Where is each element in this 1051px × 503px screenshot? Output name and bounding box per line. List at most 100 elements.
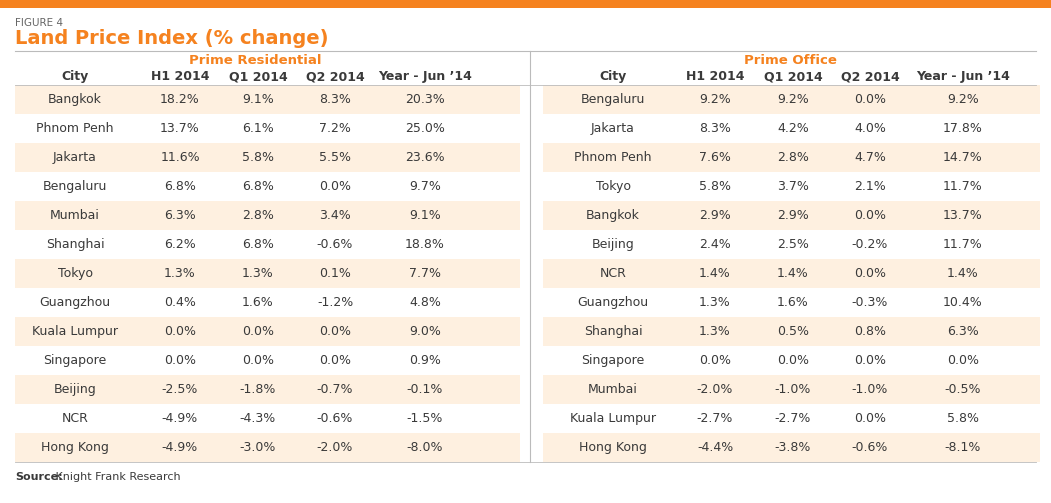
Text: 1.3%: 1.3% (699, 296, 730, 309)
Bar (543, 433, 1040, 462)
Text: 13.7%: 13.7% (160, 122, 200, 135)
Bar (543, 143, 1040, 172)
Text: 9.7%: 9.7% (409, 180, 441, 193)
Text: 0.0%: 0.0% (242, 354, 274, 367)
Bar (15, 433, 520, 462)
Text: 9.2%: 9.2% (699, 93, 730, 106)
Text: 3.4%: 3.4% (320, 209, 351, 222)
Bar (15, 172, 520, 201)
Text: Jakarta: Jakarta (53, 151, 97, 164)
Text: 0.0%: 0.0% (947, 354, 978, 367)
Text: 6.2%: 6.2% (164, 238, 195, 251)
Text: Mumbai: Mumbai (589, 383, 638, 396)
Text: Q2 2014: Q2 2014 (841, 70, 900, 83)
Text: Guangzhou: Guangzhou (40, 296, 110, 309)
Text: 2.4%: 2.4% (699, 238, 730, 251)
Text: -0.5%: -0.5% (945, 383, 982, 396)
Text: -8.1%: -8.1% (945, 441, 982, 454)
Text: 0.0%: 0.0% (854, 267, 886, 280)
Text: -0.7%: -0.7% (316, 383, 353, 396)
Text: Hong Kong: Hong Kong (41, 441, 109, 454)
Text: H1 2014: H1 2014 (685, 70, 744, 83)
Text: 5.8%: 5.8% (699, 180, 731, 193)
Text: 8.3%: 8.3% (320, 93, 351, 106)
Text: 9.2%: 9.2% (777, 93, 809, 106)
Bar (15, 375, 520, 404)
Text: 6.8%: 6.8% (242, 180, 274, 193)
Text: Beijing: Beijing (592, 238, 635, 251)
Text: 7.7%: 7.7% (409, 267, 441, 280)
Bar (543, 85, 1040, 114)
Text: Q1 2014: Q1 2014 (764, 70, 822, 83)
Text: -0.2%: -0.2% (851, 238, 888, 251)
Bar (15, 404, 520, 433)
Text: -4.3%: -4.3% (240, 412, 276, 425)
Text: -0.1%: -0.1% (407, 383, 444, 396)
Text: 8.3%: 8.3% (699, 122, 730, 135)
Text: 7.2%: 7.2% (320, 122, 351, 135)
Text: -2.7%: -2.7% (775, 412, 811, 425)
Text: -1.2%: -1.2% (316, 296, 353, 309)
Bar (543, 346, 1040, 375)
Text: -8.0%: -8.0% (407, 441, 444, 454)
Text: 5.5%: 5.5% (320, 151, 351, 164)
Text: 2.5%: 2.5% (777, 238, 809, 251)
Bar (0, 0, 1051, 8)
Text: Phnom Penh: Phnom Penh (36, 122, 114, 135)
Bar (543, 114, 1040, 143)
Bar (15, 259, 520, 288)
Bar (543, 317, 1040, 346)
Text: 5.8%: 5.8% (947, 412, 978, 425)
Text: -4.9%: -4.9% (162, 412, 199, 425)
Bar (15, 317, 520, 346)
Bar (543, 375, 1040, 404)
Text: -1.5%: -1.5% (407, 412, 444, 425)
Text: 4.8%: 4.8% (409, 296, 441, 309)
Text: 1.4%: 1.4% (777, 267, 809, 280)
Text: Source:: Source: (15, 472, 63, 482)
Text: 18.8%: 18.8% (405, 238, 445, 251)
Text: NCR: NCR (599, 267, 626, 280)
Text: Bangkok: Bangkok (586, 209, 640, 222)
Text: 0.5%: 0.5% (777, 325, 809, 338)
Text: -3.0%: -3.0% (240, 441, 276, 454)
Text: Singapore: Singapore (43, 354, 106, 367)
Text: 0.8%: 0.8% (854, 325, 886, 338)
Text: 0.0%: 0.0% (242, 325, 274, 338)
Text: Phnom Penh: Phnom Penh (574, 151, 652, 164)
Text: 0.4%: 0.4% (164, 296, 195, 309)
Bar (543, 172, 1040, 201)
Text: 0.0%: 0.0% (699, 354, 731, 367)
Text: 2.8%: 2.8% (242, 209, 274, 222)
Text: -4.9%: -4.9% (162, 441, 199, 454)
Text: 10.4%: 10.4% (943, 296, 983, 309)
Text: 4.2%: 4.2% (777, 122, 809, 135)
Text: 1.6%: 1.6% (777, 296, 809, 309)
Text: 0.0%: 0.0% (320, 180, 351, 193)
Text: 0.0%: 0.0% (854, 412, 886, 425)
Text: 0.0%: 0.0% (320, 325, 351, 338)
Text: Guangzhou: Guangzhou (577, 296, 648, 309)
Text: 1.6%: 1.6% (242, 296, 274, 309)
Text: -1.8%: -1.8% (240, 383, 276, 396)
Bar (543, 259, 1040, 288)
Text: 0.0%: 0.0% (854, 209, 886, 222)
Text: 5.8%: 5.8% (242, 151, 274, 164)
Text: -2.5%: -2.5% (162, 383, 199, 396)
Text: -0.6%: -0.6% (851, 441, 888, 454)
Text: -0.6%: -0.6% (316, 238, 353, 251)
Text: Tokyo: Tokyo (58, 267, 92, 280)
Text: 1.3%: 1.3% (699, 325, 730, 338)
Text: Land Price Index (% change): Land Price Index (% change) (15, 29, 329, 48)
Text: 11.7%: 11.7% (943, 238, 983, 251)
Text: -0.3%: -0.3% (851, 296, 888, 309)
Text: 6.3%: 6.3% (947, 325, 978, 338)
Text: Hong Kong: Hong Kong (579, 441, 647, 454)
Text: Bengaluru: Bengaluru (43, 180, 107, 193)
Text: 6.3%: 6.3% (164, 209, 195, 222)
Text: 1.3%: 1.3% (242, 267, 274, 280)
Text: Shanghai: Shanghai (45, 238, 104, 251)
Text: 14.7%: 14.7% (943, 151, 983, 164)
Text: 9.1%: 9.1% (242, 93, 274, 106)
Text: 2.8%: 2.8% (777, 151, 809, 164)
